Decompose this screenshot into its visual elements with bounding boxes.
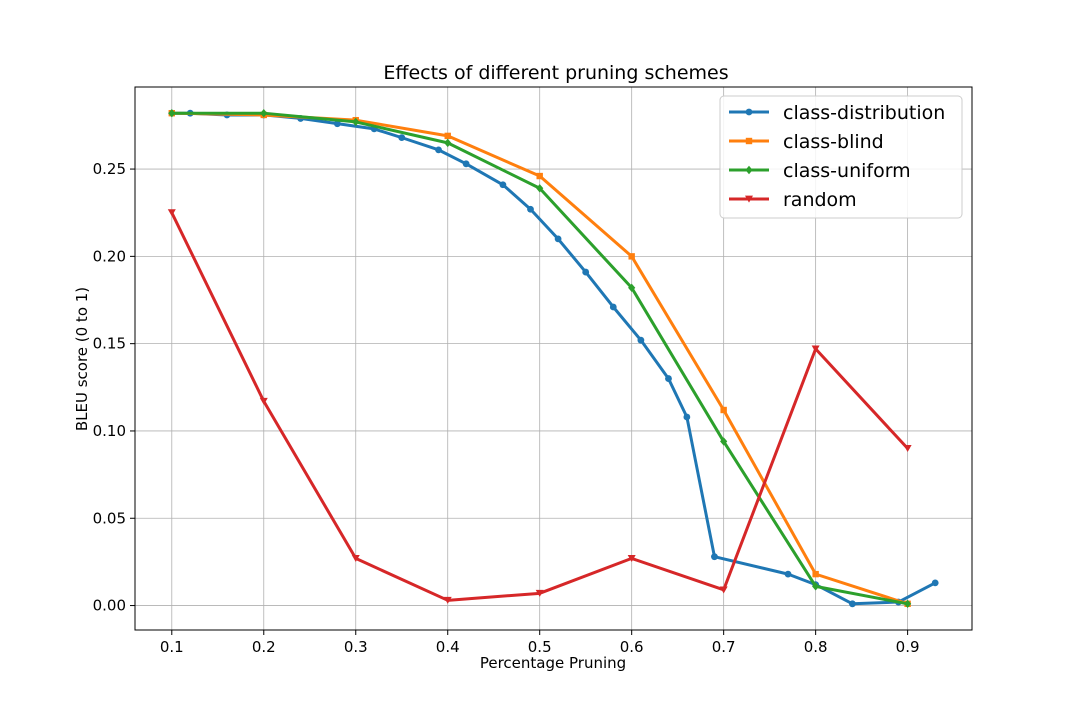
x-tick-label: 0.5 [528, 638, 552, 656]
data-point-class-distribution [784, 570, 792, 578]
data-point-class-distribution [398, 134, 406, 142]
x-tick-label: 0.7 [712, 638, 736, 656]
data-point-class-distribution [462, 160, 470, 168]
legend-label: random [783, 189, 857, 211]
data-point-class-blind [812, 570, 819, 578]
data-point-class-distribution [554, 235, 562, 243]
data-point-class-uniform [536, 184, 544, 193]
data-point-class-uniform [720, 437, 728, 446]
legend-marker [745, 195, 753, 203]
chart-title: Effects of different pruning schemes [383, 62, 728, 84]
legend: class-distribution class-blind class-unifo… [719, 95, 963, 219]
y-axis-label: BLEU score (0 to 1) [73, 287, 91, 431]
x-tick-label: 0.8 [804, 638, 828, 656]
x-tick-label: 0.9 [896, 638, 920, 656]
data-point-class-distribution [499, 181, 507, 189]
series-layer [167, 108, 939, 609]
x-tick-label: 0.2 [252, 638, 276, 656]
data-point-class-blind [720, 406, 727, 414]
data-point-class-distribution [665, 375, 672, 382]
data-point-class-distribution [582, 268, 590, 276]
legend-marker [745, 165, 753, 175]
y-tick-label: 0.15 [93, 335, 126, 353]
ticks: 0.1 0.2 0.3 0.4 0.5 0.6 0.7 0.8 0.9 0.00 0.05 0.10 0… [93, 160, 920, 656]
data-point-class-uniform [444, 138, 452, 148]
data-point-random [627, 555, 636, 563]
plot-frame [134, 86, 973, 631]
legend-label: class-uniform [783, 160, 911, 182]
data-point-class-distribution [711, 553, 718, 561]
data-point-class-blind [444, 132, 451, 140]
legend-box [719, 95, 963, 219]
y-tick-label: 0.05 [93, 509, 126, 527]
y-tick-label: 0.10 [93, 422, 126, 440]
data-point-class-uniform [812, 582, 820, 591]
data-point-random [719, 586, 728, 594]
data-point-random [535, 589, 544, 597]
data-point-random [811, 345, 820, 353]
legend-item-class-blind: class-blind [729, 131, 884, 153]
data-point-class-blind [536, 172, 543, 180]
y-tick-label: 0.00 [93, 597, 126, 615]
series-class-uniform [168, 108, 912, 609]
x-tick-label: 0.6 [620, 638, 644, 656]
data-point-random [443, 596, 452, 604]
data-point-random [903, 445, 912, 453]
legend-item-class-uniform: class-uniform [729, 160, 911, 182]
data-point-class-blind [628, 253, 635, 260]
legend-item-class-distribution: class-distribution [729, 102, 945, 124]
data-point-random [351, 555, 360, 563]
data-point-class-uniform [628, 283, 636, 292]
legend-label: class-blind [783, 131, 884, 153]
legend-item-random: random [729, 189, 857, 211]
data-point-class-uniform [168, 108, 176, 118]
data-point-class-distribution [435, 146, 442, 154]
data-point-class-distribution [683, 413, 691, 421]
x-tick-label: 0.4 [436, 638, 460, 656]
x-tick-label: 0.1 [160, 638, 184, 656]
x-tick-label: 0.3 [344, 638, 368, 656]
data-point-class-distribution [931, 579, 939, 587]
data-point-class-distribution [849, 600, 856, 608]
series-random [167, 209, 912, 604]
data-point-class-uniform [260, 108, 268, 118]
data-point-class-distribution [609, 303, 617, 311]
data-point-class-distribution [527, 205, 534, 213]
y-tick-label: 0.20 [93, 247, 126, 265]
legend-marker [745, 108, 753, 116]
legend-marker [745, 137, 753, 145]
data-point-class-uniform [904, 599, 912, 609]
legend-label: class-distribution [783, 102, 945, 124]
x-axis-label: Percentage Pruning [480, 654, 626, 672]
data-point-class-distribution [637, 336, 645, 344]
data-point-random [167, 209, 176, 217]
data-point-class-distribution [333, 120, 341, 128]
data-point-random [259, 397, 268, 405]
data-point-class-uniform [352, 117, 360, 127]
y-tick-label: 0.25 [93, 160, 126, 178]
